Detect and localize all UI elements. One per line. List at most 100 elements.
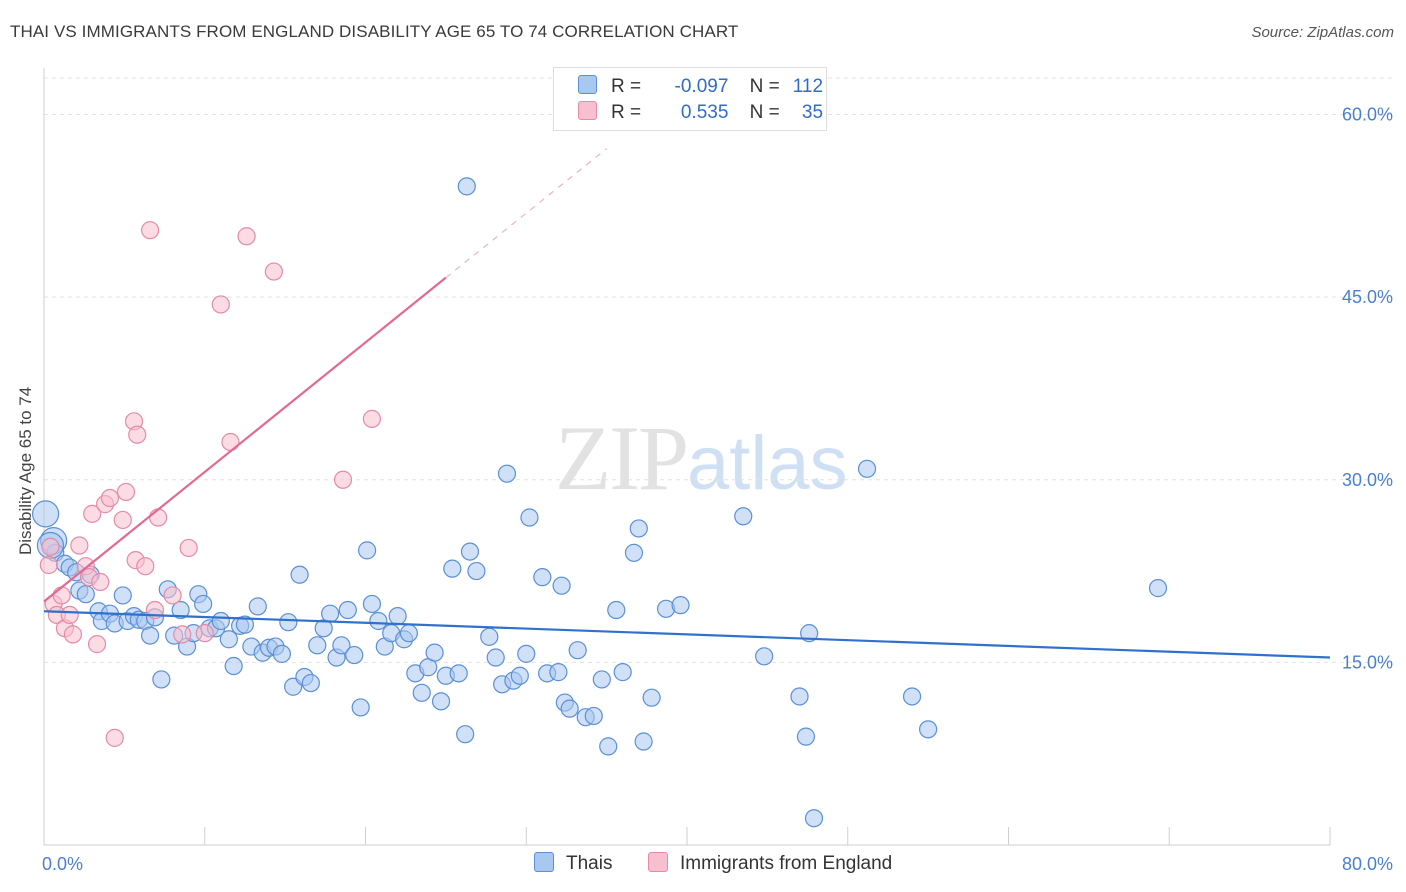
thais-point	[332, 636, 351, 655]
thais-point	[301, 673, 320, 693]
thais-point	[467, 561, 486, 581]
bottom-legend-swatch-england	[648, 852, 668, 872]
thais-point	[425, 643, 444, 662]
thais-point	[113, 586, 132, 605]
thais-point	[634, 732, 653, 751]
y-tick-label: 60.0%	[1342, 105, 1393, 125]
thais-point	[497, 464, 517, 483]
england-point	[87, 635, 107, 654]
england-trendline	[43, 276, 447, 603]
correlation-legend: R = -0.097 N = 112 R = 0.535 N = 35	[553, 67, 827, 131]
thais-point	[919, 720, 938, 739]
thais-point	[279, 613, 298, 632]
legend-r-value-england: 0.535	[680, 102, 729, 123]
england-point	[128, 425, 147, 444]
bottom-legend-england: Immigrants from England	[648, 852, 892, 875]
thais-point	[431, 692, 451, 711]
england-point	[179, 538, 198, 558]
legend-r-label: R =	[611, 102, 642, 123]
thais-point	[734, 507, 753, 526]
chart-title: THAI VS IMMIGRANTS FROM ENGLAND DISABILI…	[10, 22, 739, 41]
thais-point	[152, 670, 171, 689]
england-point	[163, 586, 182, 605]
england-point	[264, 262, 283, 281]
thais-point	[592, 670, 611, 689]
england-point	[41, 537, 60, 556]
thais-point	[613, 663, 632, 682]
thais-point	[351, 698, 370, 717]
thais-point	[219, 630, 238, 649]
thais-point	[520, 508, 539, 527]
england-point	[60, 605, 79, 625]
thais-point	[290, 565, 309, 584]
thais-point	[412, 683, 431, 702]
england-point	[173, 625, 192, 644]
thais-point	[629, 519, 648, 538]
thais-point	[480, 627, 499, 646]
england-point	[195, 624, 214, 643]
thais-point	[800, 624, 819, 643]
legend-r-label: R =	[611, 76, 642, 97]
thais-point	[362, 594, 382, 614]
x-tick-label-min: 0.0%	[42, 854, 83, 874]
thais-point	[510, 666, 529, 685]
thais-point	[211, 611, 230, 631]
england-point	[70, 536, 89, 555]
thais-point	[32, 500, 60, 528]
legend-n-value-england: 35	[801, 102, 824, 123]
thais-point	[248, 597, 267, 616]
source-label: Source: ZipAtlas.com	[1251, 24, 1394, 41]
thais-trendline	[43, 610, 1331, 659]
england-point	[52, 586, 71, 605]
thais-point	[804, 809, 824, 828]
thais-point	[457, 177, 476, 196]
england-point	[91, 572, 110, 592]
england-point	[362, 409, 382, 428]
thais-point	[456, 725, 475, 744]
watermark-atlas: atlas	[687, 421, 848, 506]
thais-point	[338, 600, 357, 620]
england-point	[105, 728, 124, 747]
thais-point	[1148, 579, 1168, 598]
thais-point	[224, 656, 243, 676]
thais-point	[533, 568, 552, 587]
thais-point	[671, 596, 690, 615]
thais-point	[599, 737, 618, 756]
watermark: ZIPatlas	[555, 405, 848, 511]
legend-swatch-thais	[578, 75, 597, 94]
y-tick-label: 15.0%	[1342, 652, 1393, 672]
x-tick-label-max: 80.0%	[1342, 854, 1393, 874]
england-point	[83, 504, 102, 523]
thais-point	[486, 648, 505, 667]
thais-point	[449, 664, 468, 683]
england-point	[100, 488, 120, 508]
thais-point	[272, 644, 292, 663]
watermark-zip: ZIP	[555, 407, 689, 509]
bottom-legend-swatch-thais	[534, 852, 554, 872]
thais-point	[857, 459, 877, 478]
thais-point	[568, 641, 587, 660]
legend-r-value-thais: -0.097	[674, 76, 729, 97]
y-tick-label: 45.0%	[1342, 287, 1393, 307]
england-point	[211, 295, 230, 314]
thais-point	[388, 607, 407, 626]
thais-point	[790, 687, 809, 706]
thais-point	[358, 541, 377, 560]
thais-point	[560, 699, 579, 718]
legend-swatch-england	[578, 101, 597, 120]
legend-n-label: N =	[749, 102, 780, 123]
y-tick-label: 30.0%	[1342, 470, 1393, 490]
england-point	[221, 432, 240, 452]
thais-point	[902, 687, 922, 706]
legend-n-label: N =	[749, 76, 780, 97]
england-point	[149, 508, 168, 527]
england-point	[39, 555, 58, 575]
england-point	[333, 470, 353, 489]
england-point	[116, 482, 136, 502]
thais-point	[399, 624, 419, 643]
thais-point	[308, 636, 327, 655]
thais-point	[369, 611, 388, 631]
england-point	[136, 557, 155, 576]
thais-point	[235, 615, 255, 634]
